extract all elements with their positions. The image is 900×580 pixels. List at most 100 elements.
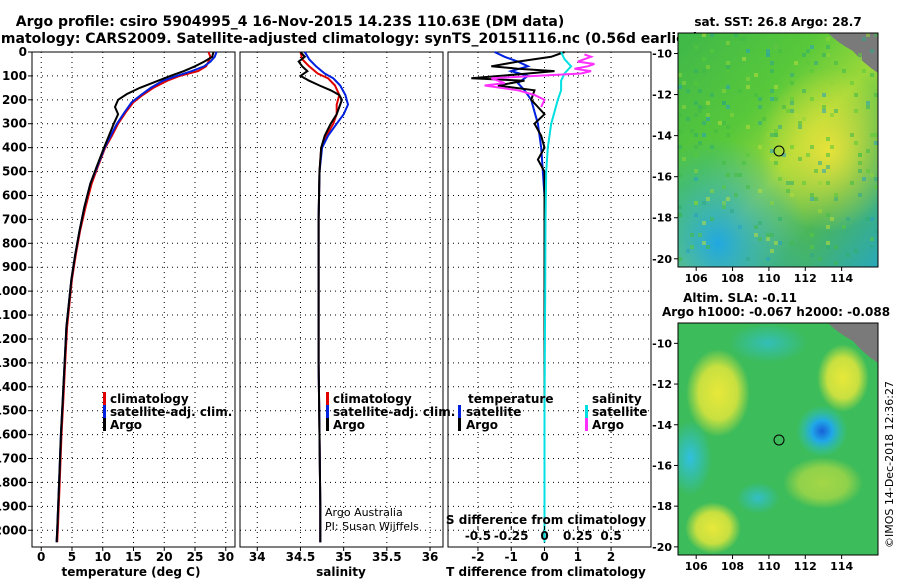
sst-pixel bbox=[694, 201, 698, 205]
sst-pixel bbox=[686, 249, 690, 253]
temperature-legend-satellite: satellite-adj. clim. bbox=[110, 405, 232, 419]
temperature-legend-argo-swatch bbox=[103, 418, 106, 431]
sst-pixel bbox=[786, 181, 790, 185]
sst-map-lon-ticks: 106 108 110 112 114 bbox=[685, 267, 853, 285]
sst-pixel bbox=[858, 153, 862, 157]
sst-pixel bbox=[746, 49, 750, 53]
map-lat-tick-label: -18 bbox=[652, 212, 672, 225]
depth-tick-label: 1700 bbox=[0, 452, 27, 466]
sst-pixel bbox=[778, 217, 782, 221]
difference-legend-salinity-title: salinity bbox=[592, 392, 642, 406]
sst-pixel bbox=[694, 213, 698, 217]
sst-pixel bbox=[710, 93, 714, 97]
depth-tick-label: 0 bbox=[19, 45, 27, 59]
sst-pixel bbox=[818, 181, 822, 185]
sst-pixel bbox=[746, 77, 750, 81]
sst-pixel bbox=[726, 65, 730, 69]
depth-tick-label: 600 bbox=[2, 188, 27, 202]
sst-pixel bbox=[758, 121, 762, 125]
difference-s-label: S difference from climatology bbox=[446, 513, 646, 527]
sst-pixel bbox=[754, 93, 758, 97]
sst-pixel bbox=[834, 245, 838, 249]
sst-pixel bbox=[726, 69, 730, 73]
difference-s-tick-label: 0.25 bbox=[563, 529, 593, 543]
sst-pixel bbox=[682, 81, 686, 85]
sst-pixel bbox=[730, 209, 734, 213]
sst-pixel bbox=[854, 249, 858, 253]
depth-tick-label: 1300 bbox=[0, 356, 27, 370]
sst-pixel bbox=[694, 45, 698, 49]
salinity-legend-climatology: climatology bbox=[333, 392, 412, 406]
sst-pixel bbox=[678, 113, 682, 117]
sst-pixel bbox=[746, 125, 750, 129]
map-lon-tick-label: 112 bbox=[794, 560, 817, 573]
sst-pixel bbox=[710, 145, 714, 149]
depth-tick-label: 1100 bbox=[0, 308, 27, 322]
sla-map-low-2 bbox=[678, 420, 712, 496]
sst-pixel bbox=[778, 177, 782, 181]
sst-map-pixels bbox=[678, 33, 878, 265]
sst-map: sat. SST: 26.8 Argo: 28.7 -10-12-14-16-1… bbox=[652, 15, 879, 285]
sst-pixel bbox=[830, 81, 834, 85]
sst-pixel bbox=[866, 105, 870, 109]
sst-pixel bbox=[866, 169, 870, 173]
sst-pixel bbox=[702, 201, 706, 205]
map-lon-tick-label: 112 bbox=[794, 272, 817, 285]
sst-pixel bbox=[826, 37, 830, 41]
sst-pixel bbox=[858, 53, 862, 57]
sst-pixel bbox=[726, 173, 730, 177]
map-lon-tick-label: 108 bbox=[721, 272, 744, 285]
sst-pixel bbox=[706, 245, 710, 249]
sst-pixel bbox=[774, 133, 778, 137]
sst-pixel bbox=[814, 169, 818, 173]
sst-pixel bbox=[810, 69, 814, 73]
difference-x-label: T difference from climatology bbox=[446, 565, 646, 579]
sst-pixel bbox=[774, 85, 778, 89]
sst-pixel bbox=[874, 177, 878, 181]
salinity-plot-frame bbox=[239, 51, 444, 548]
temperature-x-tick-label: 0 bbox=[37, 550, 45, 564]
difference-x-ticks: -2 -1 0 1 2 bbox=[471, 547, 615, 564]
salinity-lines bbox=[297, 51, 350, 543]
sst-pixel bbox=[742, 161, 746, 165]
sla-map-lat-ticks: -10 -12 -14 -16 -18 -20 bbox=[652, 337, 678, 554]
sla-map-high-3 bbox=[685, 502, 741, 554]
sst-pixel bbox=[678, 85, 682, 89]
map-lon-tick-label: 106 bbox=[685, 560, 708, 573]
sst-pixel bbox=[758, 105, 762, 109]
sst-pixel bbox=[710, 49, 714, 53]
sst-pixel bbox=[790, 109, 794, 113]
salinity-x-tick-label: 35 bbox=[335, 550, 352, 564]
sst-pixel bbox=[810, 193, 814, 197]
sst-pixel bbox=[874, 33, 878, 37]
map-lat-tick-label: -16 bbox=[652, 459, 672, 472]
sst-pixel bbox=[698, 105, 702, 109]
sst-pixel bbox=[810, 145, 814, 149]
sst-pixel bbox=[806, 61, 810, 65]
depth-tick-label: 700 bbox=[2, 212, 27, 226]
salinity-series-satellite-adj-clim- bbox=[303, 51, 350, 543]
sst-map-title: sat. SST: 26.8 Argo: 28.7 bbox=[694, 15, 861, 29]
sst-pixel bbox=[770, 249, 774, 253]
sst-pixel bbox=[794, 61, 798, 65]
sst-map-argo-marker bbox=[773, 145, 785, 157]
sst-pixel bbox=[722, 185, 726, 189]
sst-pixel bbox=[734, 173, 738, 177]
sst-pixel bbox=[686, 117, 690, 121]
sst-pixel bbox=[678, 73, 682, 77]
map-lat-tick-label: -10 bbox=[652, 337, 672, 350]
sla-map-high-2 bbox=[817, 344, 869, 412]
sst-pixel bbox=[790, 97, 794, 101]
map-lon-tick-label: 114 bbox=[830, 560, 853, 573]
sst-pixel bbox=[722, 205, 726, 209]
sst-pixel bbox=[790, 193, 794, 197]
depth-tick-label: 1500 bbox=[0, 404, 27, 418]
sst-pixel bbox=[810, 197, 814, 201]
sst-pixel bbox=[766, 49, 770, 53]
sst-pixel bbox=[734, 33, 738, 37]
sst-pixel bbox=[810, 233, 814, 237]
imos-footer-timestamp: ©IMOS 14-Dec-2018 12:36:27 bbox=[883, 381, 896, 548]
salinity-legend-argo-swatch bbox=[326, 418, 329, 431]
sst-pixel bbox=[678, 145, 682, 149]
map-lon-tick-label: 114 bbox=[830, 272, 853, 285]
